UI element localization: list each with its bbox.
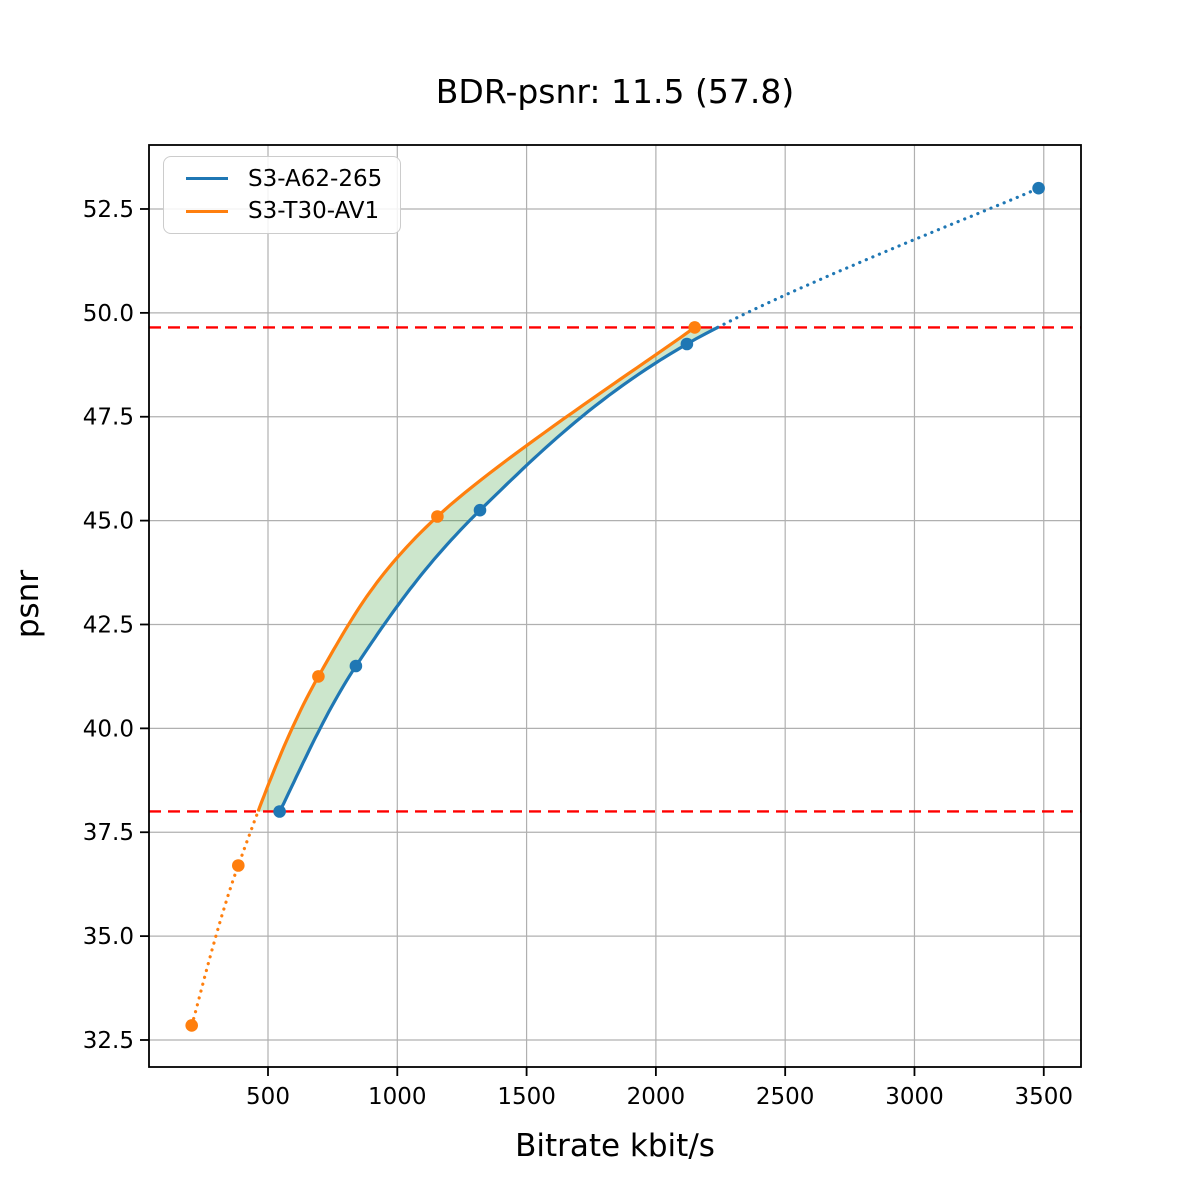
y-tick-label: 50.0 — [83, 301, 134, 327]
data-point-marker — [688, 321, 701, 334]
y-tick-label: 47.5 — [83, 405, 134, 431]
y-tick-label: 35.0 — [83, 924, 134, 950]
y-tick-label: 52.5 — [83, 197, 134, 223]
data-point-marker — [431, 510, 444, 523]
x-tick-label: 3500 — [1014, 1084, 1073, 1110]
y-tick-label: 37.5 — [83, 820, 134, 846]
y-tick-label: 42.5 — [83, 612, 134, 638]
data-point-marker — [232, 859, 245, 872]
data-point-marker — [185, 1019, 198, 1032]
bd-integration-area — [258, 327, 718, 812]
x-tick-label: 2000 — [627, 1084, 686, 1110]
legend-entry: S3-T30-AV1 — [164, 198, 400, 224]
legend-label: S3-T30-AV1 — [248, 198, 380, 225]
data-point-marker — [473, 503, 487, 517]
series-curve-S3-A62-265 — [278, 325, 719, 813]
series-curve-S3-T30-AV1 — [190, 809, 260, 1027]
data-point-marker — [349, 659, 363, 673]
y-axis-label: psnr — [10, 569, 46, 639]
chart-title: BDR-psnr: 11.5 (57.8) — [435, 72, 795, 111]
axes-spines — [148, 144, 1082, 1068]
legend: S3-A62-265 S3-T30-AV1 — [163, 156, 401, 234]
data-point-marker — [273, 805, 286, 818]
x-tick-label: 1500 — [497, 1084, 556, 1110]
x-tick-label: 2500 — [756, 1084, 815, 1110]
series-curve-S3-T30-AV1 — [256, 326, 696, 813]
legend-line-sample-blue — [186, 177, 228, 181]
y-tick-label: 32.5 — [83, 1028, 134, 1054]
legend-entry: S3-A62-265 — [164, 166, 400, 192]
legend-line-sample-orange — [186, 209, 228, 213]
x-axis-label: Bitrate kbit/s — [515, 1128, 715, 1164]
y-tick-label: 45.0 — [83, 509, 134, 535]
legend-label: S3-A62-265 — [248, 165, 383, 192]
data-point-marker — [312, 670, 325, 683]
x-tick-label: 3000 — [885, 1084, 944, 1110]
x-tick-label: 1000 — [368, 1084, 427, 1110]
y-tick-label: 40.0 — [83, 716, 134, 742]
series-curve-S3-A62-265 — [716, 186, 1041, 329]
x-tick-label: 500 — [246, 1084, 290, 1110]
data-point-marker — [680, 337, 694, 351]
data-point-marker — [1032, 181, 1045, 195]
